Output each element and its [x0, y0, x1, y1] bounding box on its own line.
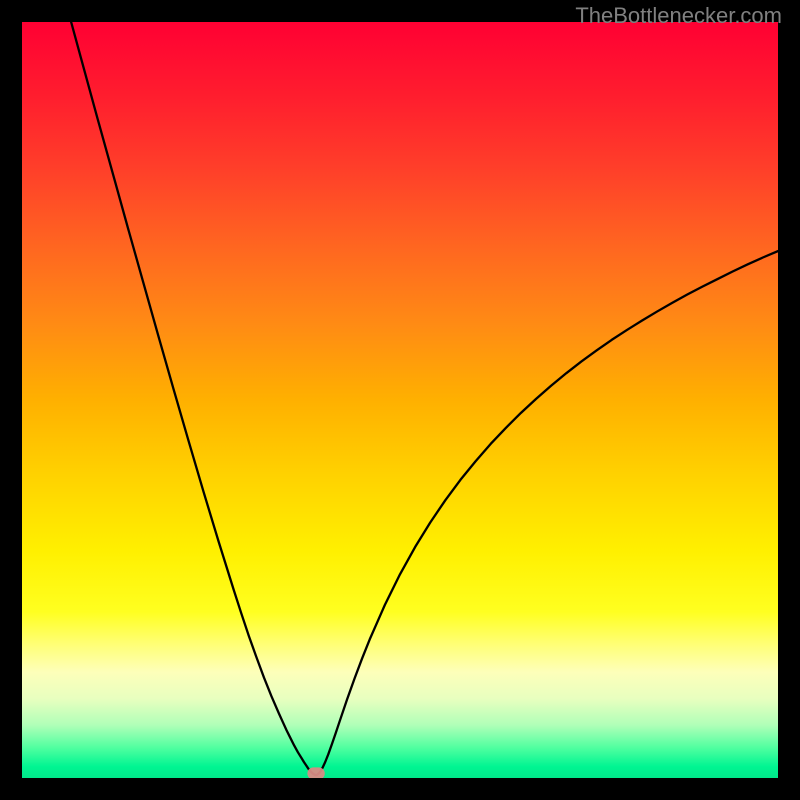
bottleneck-chart	[0, 0, 800, 800]
attribution-text: TheBottlenecker.com	[575, 3, 782, 29]
optimal-point-marker	[307, 767, 324, 779]
chart-background-gradient	[22, 22, 778, 778]
